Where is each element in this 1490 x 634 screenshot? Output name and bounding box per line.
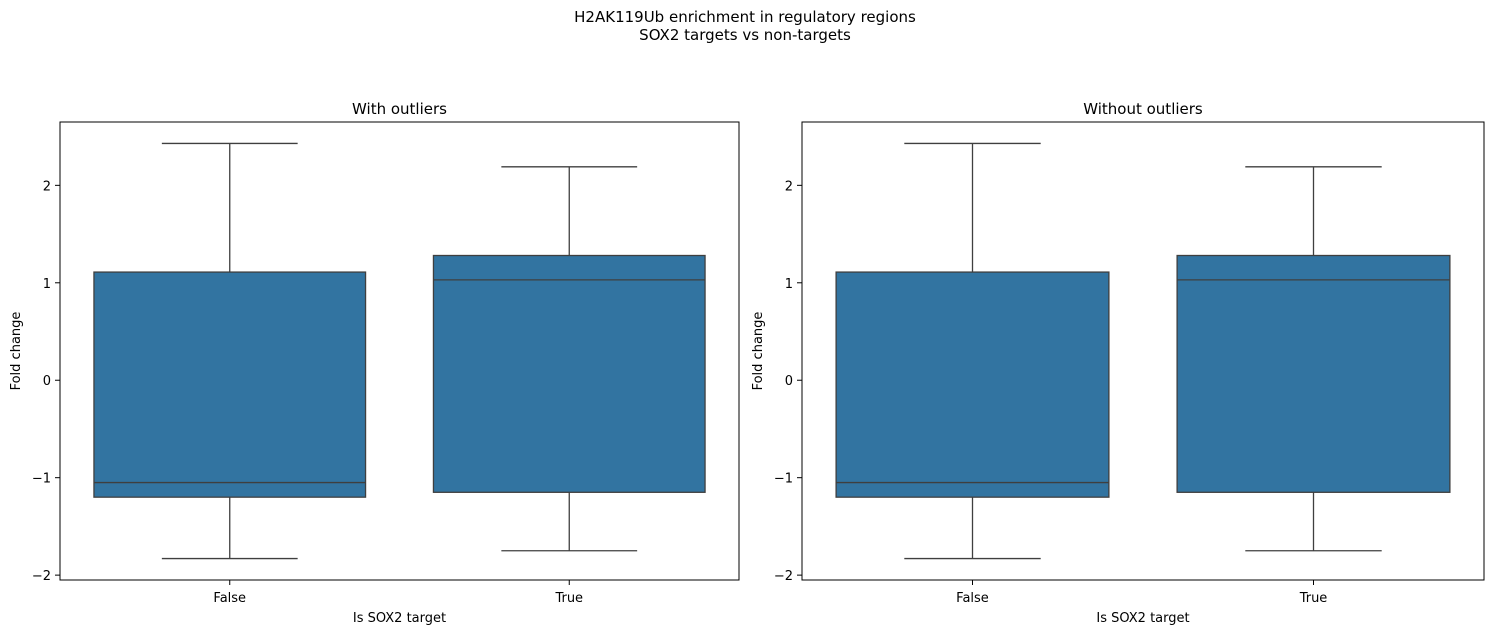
suptitle-line2: SOX2 targets vs non-targets (639, 26, 851, 44)
suptitle-line1: H2AK119Ub enrichment in regulatory regio… (574, 8, 916, 26)
x-axis-label: Is SOX2 target (1096, 611, 1189, 626)
y-tick-label: 2 (43, 179, 51, 194)
y-tick-label: −2 (774, 569, 793, 584)
axes-frame (801, 121, 1485, 581)
y-tick-label: 0 (43, 374, 51, 389)
y-tick-label: 1 (785, 277, 793, 292)
box-true (1176, 166, 1451, 552)
box-true (432, 166, 706, 552)
y-tick-label: 0 (785, 374, 793, 389)
subplot-title: With outliers (352, 100, 447, 118)
subplot-title: Without outliers (1083, 100, 1203, 118)
iqr-box (432, 254, 706, 493)
box-false (93, 142, 367, 560)
y-tick-label: −1 (32, 472, 51, 487)
x-axis-label: Is SOX2 target (353, 611, 446, 626)
axes-frame (59, 121, 740, 581)
y-tick-label: −1 (774, 472, 793, 487)
y-tick-label: 1 (43, 277, 51, 292)
iqr-box (93, 271, 367, 498)
y-axis-label: Fold change (751, 312, 766, 391)
y-tick-label: 2 (785, 179, 793, 194)
subplot-0: With outliers −2 −1 0 1 2 False True Is SOX2 tar… (9, 100, 740, 626)
x-tick-label: False (213, 591, 246, 606)
iqr-box (1176, 254, 1451, 493)
x-tick-label: True (554, 591, 583, 606)
x-tick-label: True (1299, 591, 1328, 606)
y-tick-label: −2 (32, 569, 51, 584)
y-axis-label: Fold change (9, 312, 24, 391)
subplot-1: Without outliers −2 −1 0 1 2 False True Is SOX2 … (751, 100, 1485, 626)
x-tick-label: False (956, 591, 989, 606)
iqr-box (835, 271, 1110, 498)
box-false (835, 142, 1110, 560)
